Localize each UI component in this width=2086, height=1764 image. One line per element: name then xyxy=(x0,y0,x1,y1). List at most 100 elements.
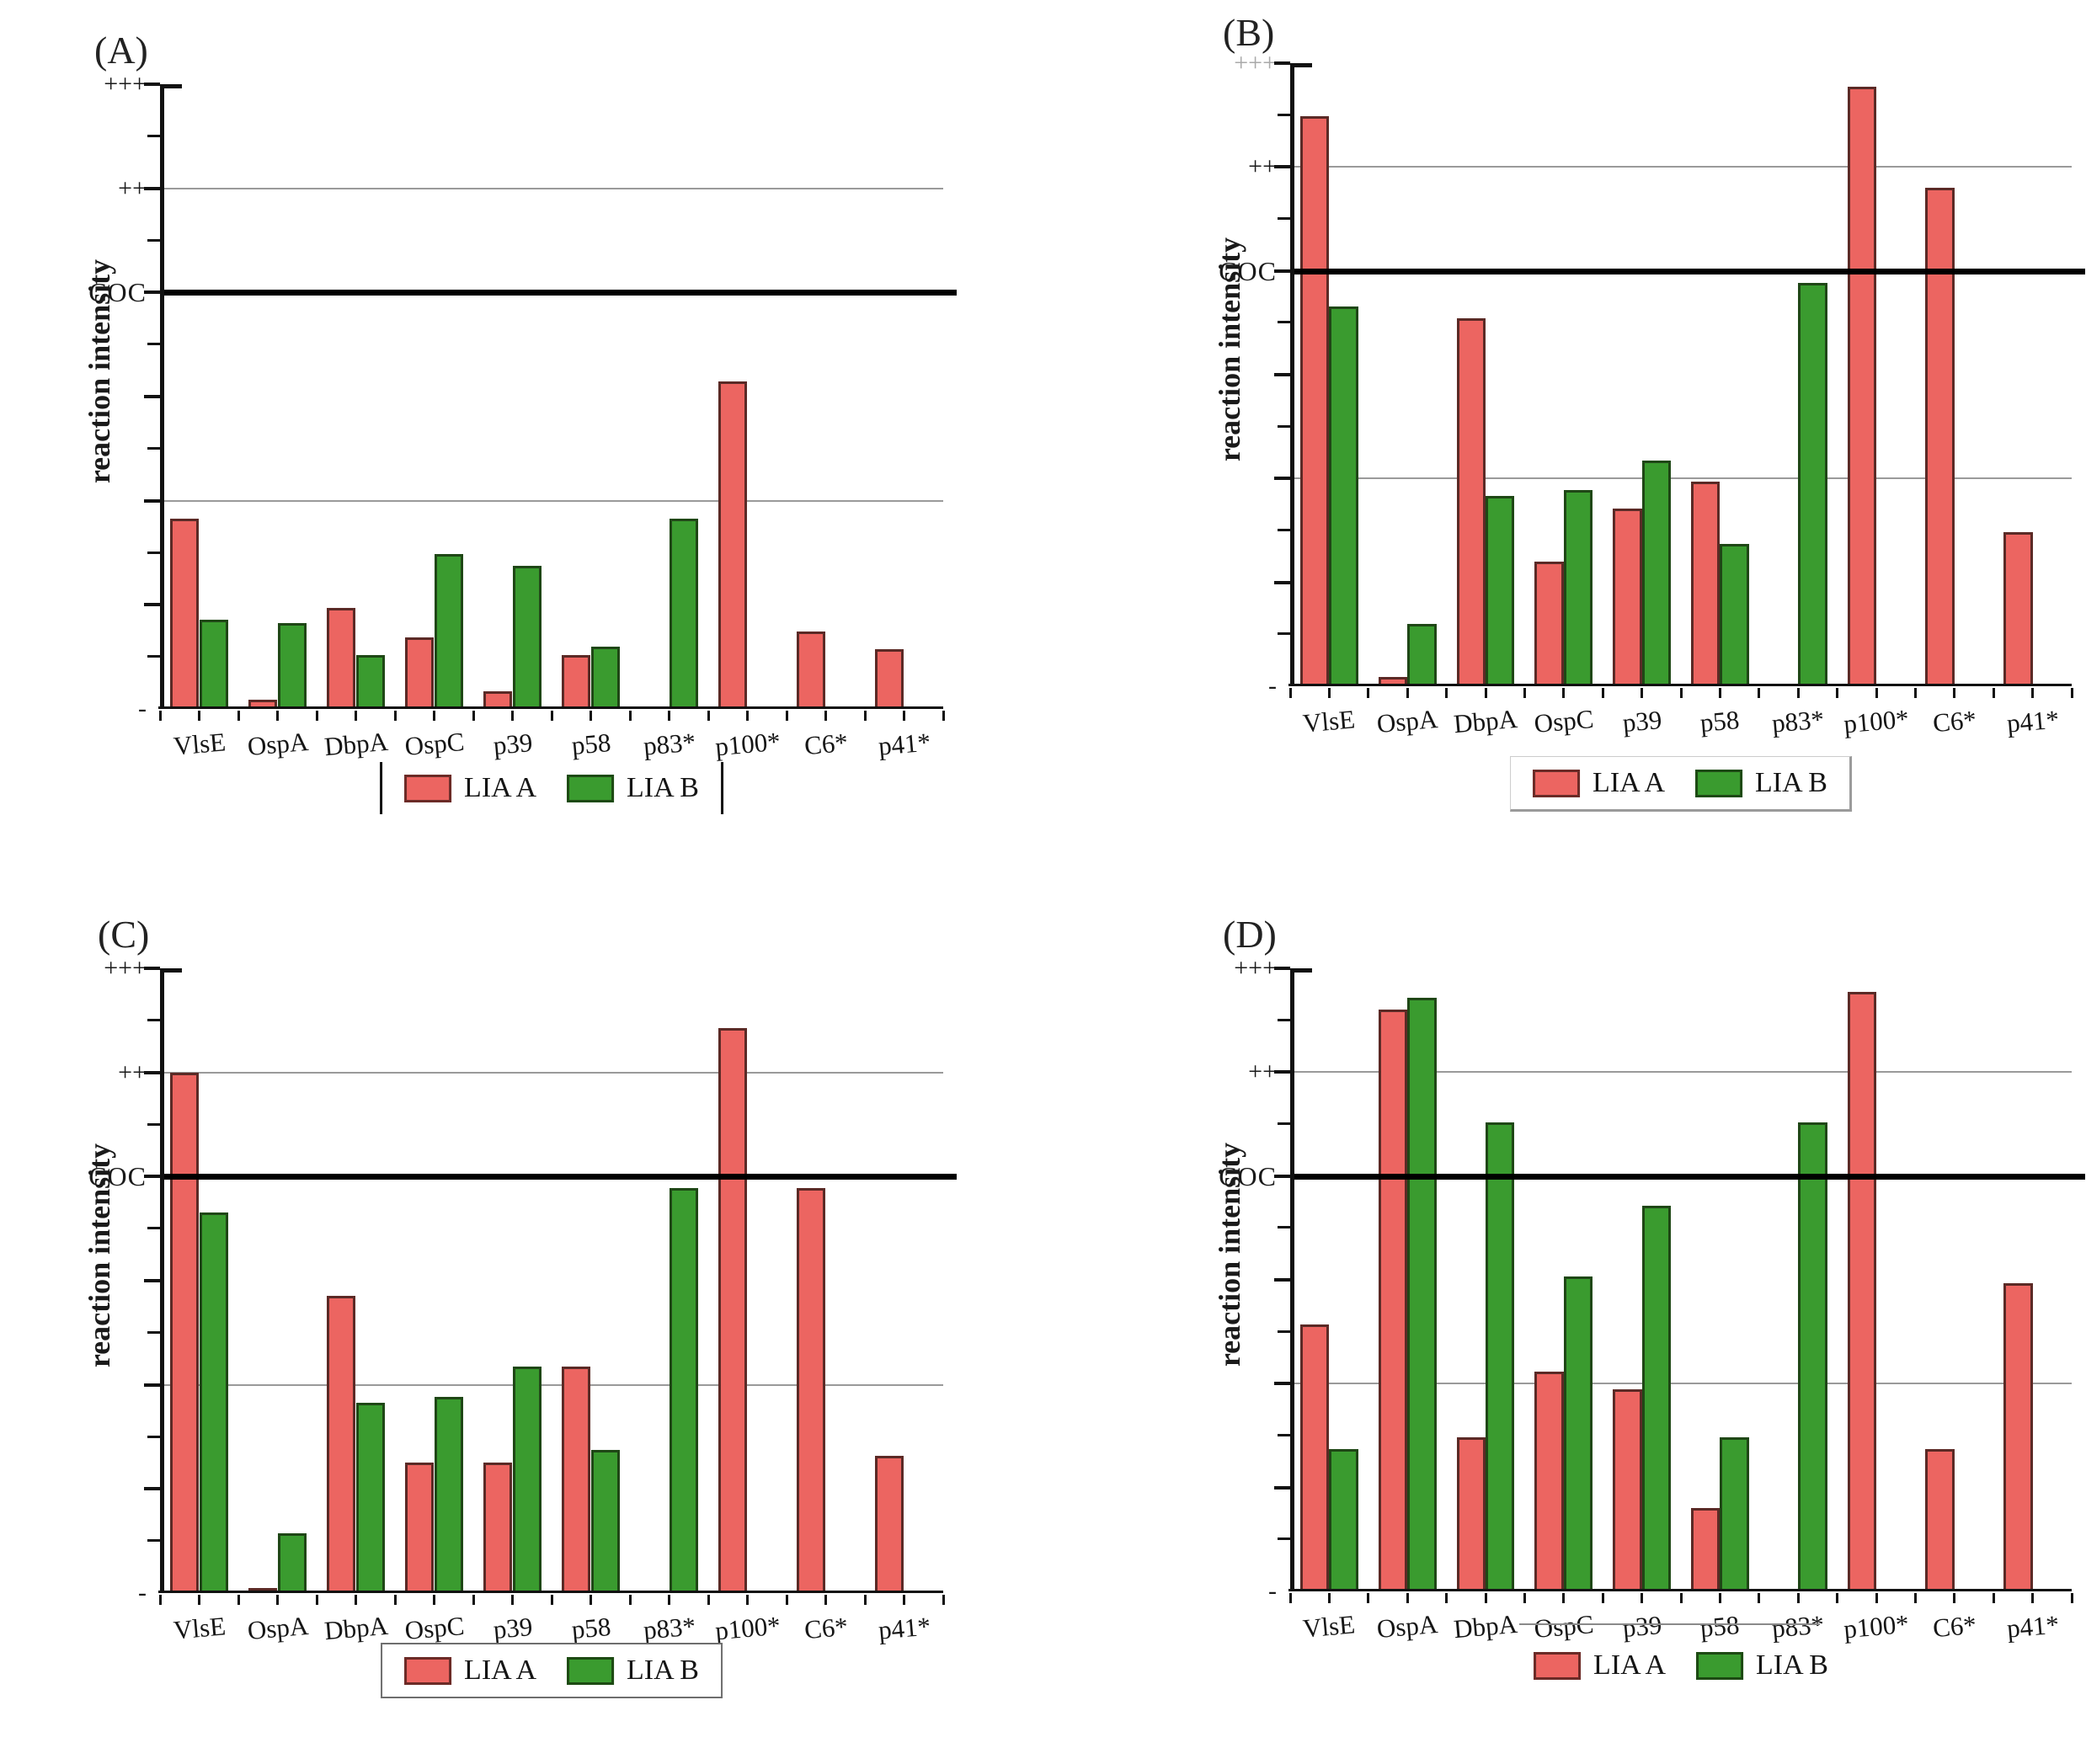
y-axis-tick xyxy=(1278,632,1290,636)
y-label-plus-plus-plus: +++ xyxy=(104,70,147,98)
y-axis-tick xyxy=(1278,424,1290,428)
bar-lia-a-c6star xyxy=(1925,1448,1955,1591)
x-axis-tick xyxy=(1913,1593,1917,1603)
legend-item-lia-a: LIA A xyxy=(404,1655,536,1687)
y-axis-tick xyxy=(1278,113,1290,116)
bar-lia-a-dbpa xyxy=(327,607,356,709)
legend-swatch-lia-a xyxy=(1534,1651,1582,1680)
x-axis-tick xyxy=(393,1595,397,1605)
y-axis-tick xyxy=(1274,477,1290,481)
y-label-plus-plus: ++ xyxy=(1248,1058,1277,1086)
bar-lia-b-dbpa xyxy=(1486,1122,1515,1591)
coc-cutoff-line xyxy=(1290,1173,2085,1180)
y-axis-tick xyxy=(144,83,160,86)
y-axis-top-cap xyxy=(160,84,182,88)
x-axis-tick xyxy=(1327,688,1331,698)
legend-item-lia-a: LIA A xyxy=(404,772,536,804)
y-label-plus-plus: ++ xyxy=(118,173,147,202)
y-axis-tick xyxy=(147,655,160,658)
bar-lia-a-dbpa xyxy=(327,1295,356,1593)
y-axis-tick xyxy=(1274,373,1290,376)
x-axis-tick xyxy=(863,1595,867,1605)
bar-lia-b-p58 xyxy=(590,1450,620,1593)
panel-b: (B) reaction intensity +++ ++ COC - VlsE OspA Db… xyxy=(1179,0,2086,859)
plus-gridline xyxy=(160,1383,943,1386)
x-axis-tick xyxy=(1718,1593,1721,1603)
legend-item-lia-a: LIA A xyxy=(1534,1649,1666,1681)
bar-lia-a-c6star xyxy=(1925,188,1955,686)
y-axis-tick xyxy=(147,1330,160,1334)
y-axis-tick xyxy=(1274,269,1290,273)
panel-label: (D) xyxy=(1223,913,1277,956)
panel-d: (D) reaction intensity +++ ++ COC - VlsE OspA Db… xyxy=(1179,905,2086,1764)
bar-lia-a-ospc xyxy=(405,1462,435,1593)
x-axis-tick xyxy=(1484,688,1487,698)
bar-lia-b-p39 xyxy=(1641,461,1671,686)
x-axis-tick xyxy=(1836,688,1839,698)
bar-lia-b-ospc xyxy=(1563,490,1593,686)
x-axis-tick xyxy=(158,711,162,721)
panel-label: (A) xyxy=(94,29,148,72)
x-axis-tick xyxy=(237,711,240,721)
legend-item-lia-b: LIA B xyxy=(1696,1649,1828,1681)
y-axis-tick xyxy=(1278,1538,1290,1541)
x-axis-tick xyxy=(746,711,749,721)
y-axis-tick xyxy=(144,1279,160,1282)
x-axis-tick xyxy=(1367,1593,1370,1603)
x-axis-tick xyxy=(2070,1593,2073,1603)
x-axis-tick xyxy=(433,711,435,721)
x-axis-tick xyxy=(785,711,788,721)
bar-lia-a-p100star xyxy=(718,381,748,709)
y-axis-tick xyxy=(147,446,160,450)
x-axis-tick xyxy=(315,711,318,721)
plus-plus-gridline xyxy=(1290,1071,2072,1074)
bar-lia-a-ospa xyxy=(1378,1010,1408,1591)
legend-label-lia-a: LIA A xyxy=(464,1655,536,1686)
x-axis-tick xyxy=(472,1595,475,1605)
y-axis-tick xyxy=(144,1487,160,1491)
legend-swatch-lia-a xyxy=(404,774,452,802)
x-axis-tick xyxy=(1406,1593,1409,1603)
x-axis-tick xyxy=(1367,688,1370,698)
x-axis-tick xyxy=(276,1595,279,1605)
bar-lia-b-ospc xyxy=(1563,1276,1593,1591)
panel-a: (A) reaction intensity +++ ++ COC - VlsE OspA Db… xyxy=(51,21,1019,880)
y-axis-tick xyxy=(144,498,160,503)
y-axis-line xyxy=(1290,63,1294,686)
y-axis-tick xyxy=(1274,1278,1290,1282)
legend-item-lia-b: LIA B xyxy=(567,1655,699,1687)
legend-item-lia-b: LIA B xyxy=(567,772,699,804)
y-label-coc: COC xyxy=(88,277,147,308)
x-axis-tick xyxy=(1679,1593,1683,1603)
bar-lia-a-ospc xyxy=(1534,1372,1564,1591)
y-axis-tick xyxy=(147,134,160,137)
x-axis-tick xyxy=(1523,1593,1526,1603)
y-axis-tick xyxy=(1274,61,1290,65)
y-axis-tick xyxy=(144,290,160,295)
bar-lia-a-vlse xyxy=(170,518,200,709)
coc-cutoff-line xyxy=(1290,268,2085,274)
bar-lia-a-p39 xyxy=(1613,1389,1642,1591)
bar-lia-b-p58 xyxy=(1720,543,1749,686)
legend-swatch-lia-b xyxy=(1695,769,1742,797)
bar-lia-a-vlse xyxy=(1300,1324,1330,1591)
y-axis-tick xyxy=(1278,1018,1290,1021)
y-label-plus-plus: ++ xyxy=(1248,152,1277,181)
bar-lia-b-dbpa xyxy=(355,1402,385,1593)
x-axis-tick xyxy=(511,711,514,721)
bar-lia-b-p39 xyxy=(1641,1205,1671,1591)
x-axis-tick xyxy=(1562,1593,1566,1603)
y-axis-tick xyxy=(147,551,160,554)
y-axis-tick xyxy=(144,603,160,607)
x-axis-tick xyxy=(511,1595,514,1605)
bar-lia-a-ospc xyxy=(405,637,435,709)
x-axis-tick xyxy=(393,711,397,721)
bar-lia-a-ospc xyxy=(1534,562,1564,686)
y-axis-tick xyxy=(147,1435,160,1438)
bar-lia-a-p58 xyxy=(1691,481,1721,686)
y-label-minus: - xyxy=(1268,672,1277,700)
x-axis-tick xyxy=(824,711,827,721)
x-axis-tick xyxy=(2070,688,2073,698)
x-axis-tick xyxy=(1523,688,1526,698)
y-label-coc: COC xyxy=(1219,255,1277,286)
